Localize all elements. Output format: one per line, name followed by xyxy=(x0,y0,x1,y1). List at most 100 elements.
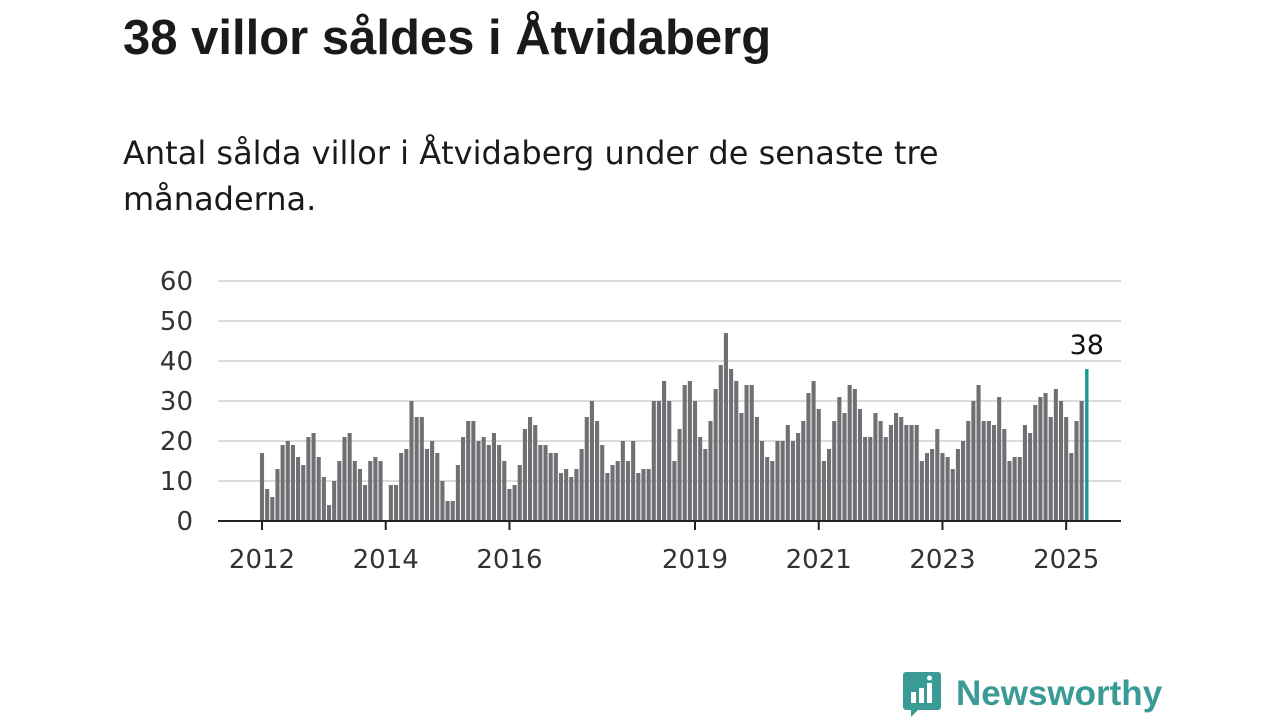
bar xyxy=(275,469,280,521)
bar xyxy=(378,461,383,521)
bar xyxy=(321,477,326,521)
bar xyxy=(734,381,739,521)
y-tick-label: 50 xyxy=(160,307,193,337)
bar xyxy=(894,413,899,521)
bar xyxy=(579,449,584,521)
bar xyxy=(445,501,450,521)
y-tick-label: 0 xyxy=(176,507,193,537)
bar xyxy=(899,417,904,521)
bar xyxy=(471,421,476,521)
bar xyxy=(945,457,950,521)
bar-chart-icon xyxy=(903,672,941,717)
bar xyxy=(610,465,615,521)
newsworthy-logo: Newsworthy xyxy=(902,670,1162,718)
x-tick-label: 2012 xyxy=(229,545,295,575)
bar xyxy=(419,417,424,521)
bar xyxy=(919,461,924,521)
bar xyxy=(1048,417,1053,521)
y-tick-label: 20 xyxy=(160,427,193,457)
bar xyxy=(615,461,620,521)
bar xyxy=(744,385,749,521)
y-tick-label: 10 xyxy=(160,467,193,497)
bar xyxy=(424,449,430,521)
bar xyxy=(265,489,270,521)
bar xyxy=(357,469,362,521)
bar xyxy=(847,385,852,521)
bar xyxy=(553,453,558,521)
bar xyxy=(672,461,677,521)
bar xyxy=(976,385,981,521)
y-tick-label: 60 xyxy=(160,267,193,297)
bar xyxy=(770,461,775,521)
bar xyxy=(806,393,811,521)
bar xyxy=(651,401,656,521)
chart-title: 38 villor såldes i Åtvidaberg xyxy=(123,11,772,65)
bar xyxy=(497,445,502,521)
bar xyxy=(966,421,971,521)
chart-subtitle: Antal sålda villor i Åtvidaberg under de… xyxy=(123,134,939,218)
bar xyxy=(1038,397,1043,521)
bar xyxy=(430,441,435,521)
bar xyxy=(625,461,631,521)
bar xyxy=(363,485,368,521)
latest-value-label: 38 xyxy=(1070,330,1104,361)
bar xyxy=(373,457,378,521)
bar xyxy=(667,401,672,521)
bar xyxy=(961,441,966,521)
bar xyxy=(878,421,883,521)
bar xyxy=(1043,393,1048,521)
bar xyxy=(435,453,440,521)
bar xyxy=(316,457,321,521)
bar xyxy=(940,453,945,521)
bar xyxy=(569,477,574,521)
bar xyxy=(636,473,641,521)
y-tick-label: 40 xyxy=(160,347,193,377)
bar xyxy=(1058,401,1064,521)
bar xyxy=(811,381,816,521)
bar xyxy=(873,413,878,521)
bar xyxy=(631,441,636,521)
bar xyxy=(414,417,419,521)
bar xyxy=(914,425,919,521)
bar xyxy=(950,469,955,521)
bar xyxy=(1033,405,1038,521)
bar xyxy=(347,433,352,521)
bar xyxy=(796,433,801,521)
bar xyxy=(388,485,393,521)
bar xyxy=(352,461,357,521)
bar xyxy=(677,429,682,521)
bar xyxy=(646,469,651,521)
bar xyxy=(605,473,610,521)
bar xyxy=(842,413,847,521)
bar xyxy=(368,461,373,521)
bar xyxy=(306,437,311,521)
bar xyxy=(1069,453,1074,521)
bar xyxy=(620,441,625,521)
bar xyxy=(883,437,888,521)
bar xyxy=(543,445,548,521)
y-axis: 0 10 20 30 40 50 60 xyxy=(160,267,193,537)
bar xyxy=(466,421,471,521)
bar xyxy=(981,421,986,521)
y-tick-label: 30 xyxy=(160,387,193,417)
bar xyxy=(533,425,538,521)
bar xyxy=(723,333,728,521)
bar xyxy=(852,389,857,521)
bar xyxy=(718,365,723,521)
x-tick-label: 2023 xyxy=(909,545,975,575)
bar xyxy=(656,401,661,521)
bar xyxy=(301,465,306,521)
grid-lines xyxy=(218,280,1121,482)
bar xyxy=(270,497,275,521)
bar xyxy=(1022,425,1027,521)
bar xyxy=(450,501,455,521)
bar xyxy=(832,421,837,521)
bar xyxy=(332,481,337,521)
bar xyxy=(837,397,842,521)
bar xyxy=(326,505,332,521)
bar xyxy=(595,421,600,521)
bar xyxy=(280,445,285,521)
x-tick-label: 2016 xyxy=(476,545,542,575)
bar xyxy=(986,421,991,521)
